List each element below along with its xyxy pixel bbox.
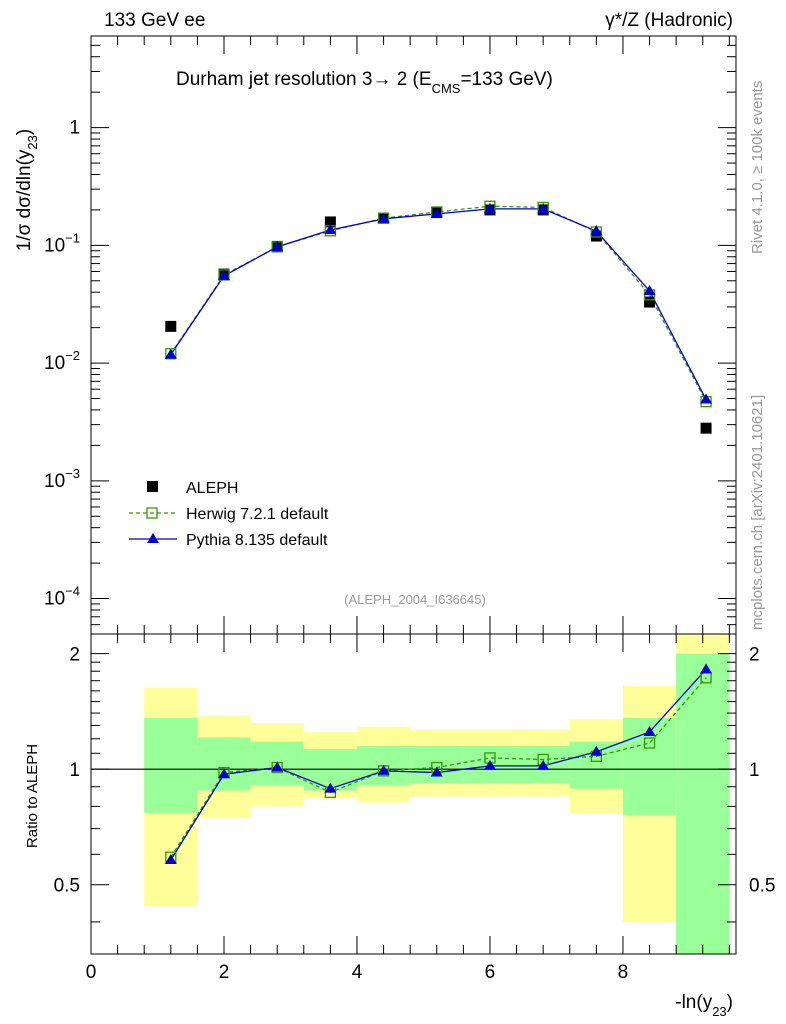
legend-marker-pythia (147, 533, 159, 543)
main-data-point-aleph (590, 230, 602, 242)
main-title: Durham jet resolution 3→ 2 (ECMS=133 GeV… (176, 69, 553, 96)
main-ylabel-text: 1/σ dσ/dln(y (14, 149, 35, 251)
main-ytick-label: 10−2 (44, 348, 80, 374)
main-data-point-pythia (377, 212, 390, 223)
main-data-point-pythia (271, 240, 284, 251)
ratio-xlabel: -ln(y23) (675, 992, 733, 1019)
ratio-data-point-pythia (643, 725, 656, 736)
main-title-tail: =133 GeV) (460, 69, 552, 90)
main-data-point-aleph (324, 216, 336, 228)
ratio-ytick-label-left: 0.5 (54, 876, 80, 897)
main-data-point-aleph (165, 320, 177, 332)
ratio-xtick-label: 4 (352, 962, 363, 983)
main-data-point-pythia (430, 207, 443, 218)
ratio-axes: 0.5 0.5 1 1 2 2 0 2 4 6 8 (54, 634, 775, 983)
ratio-band-green (410, 745, 464, 784)
main-ylabel-sub: 23 (25, 135, 40, 149)
header-right-label: γ*/Z (Hadronic) (605, 10, 733, 31)
legend-marker-aleph (147, 481, 158, 492)
ratio-xtick-label: 2 (219, 962, 230, 983)
ratio-xlabel-sub: 23 (712, 1004, 726, 1019)
main-marks (164, 200, 713, 434)
main-data-point-pythia (324, 224, 337, 235)
ratio-frame (90, 633, 737, 955)
main-ytick-label: 10−4 (44, 584, 80, 610)
ratio-ylabel: Ratio to ALEPH (24, 744, 41, 848)
legend-marker-herwig (146, 507, 158, 519)
ratio-panel: 0.5 0.5 1 1 2 2 0 2 4 6 8 Ratio to ALEPH -ln(y23) (24, 633, 775, 1019)
main-ylabel-tail: ) (14, 129, 35, 135)
ratio-data-point-pythia (324, 782, 337, 793)
main-series-line (170, 208, 707, 400)
main-data-point-aleph (644, 296, 656, 308)
ratio-ytick-label-right: 2 (749, 645, 760, 666)
ratio-marks (164, 663, 713, 864)
ratio-bands (91, 634, 736, 954)
ratio-data-point-pythia (217, 768, 230, 779)
ratio-xtick-label: 8 (618, 962, 629, 983)
main-data-point-pythia (483, 202, 496, 213)
ratio-ytick-label-right: 0.5 (749, 876, 775, 897)
ratio-ytick-label-left: 2 (69, 645, 80, 666)
ratio-data-point-pythia (430, 766, 443, 777)
main-series-line (170, 205, 707, 402)
ratio-band-green (144, 717, 198, 813)
ratio-data-point-pythia (483, 759, 496, 770)
mcplots-note: mcplots.cern.ch [arXiv:2401.10621] (749, 395, 766, 630)
ratio-band-green (197, 737, 251, 791)
main-ytick-label: 10−3 (44, 466, 80, 492)
legend-label-aleph: ALEPH (186, 480, 238, 497)
ratio-xtick-label: 6 (485, 962, 496, 983)
main-title-sub: CMS (432, 81, 461, 96)
main-data-point-aleph (700, 422, 712, 434)
legend: ALEPH Herwig 7.2.1 default Pythia 8.135 … (129, 480, 329, 549)
main-ytick-label: 1 (69, 118, 80, 139)
ratio-data-point-herwig (643, 737, 656, 749)
ratio-data-point-pythia (590, 745, 603, 756)
analysis-watermark: (ALEPH_2004_I636645) (344, 592, 486, 607)
legend-label-herwig: Herwig 7.2.1 default (186, 506, 329, 523)
main-axes: 1 10−1 10−2 10−3 10−4 (44, 35, 736, 634)
main-title-text: Durham jet resolution 3→ 2 (E (176, 69, 432, 90)
main-data-point-pythia (537, 202, 550, 213)
main-data-point-pythia (164, 348, 177, 359)
main-ytick-label: 10−1 (44, 230, 80, 256)
ratio-ytick-label-right: 1 (749, 760, 760, 781)
ratio-band-green (676, 653, 730, 954)
ratio-xlabel-text: -ln(y (675, 992, 712, 1013)
main-data-point-pythia (590, 225, 603, 236)
ratio-data-point-pythia (700, 663, 713, 674)
legend-label-pythia: Pythia 8.135 default (186, 532, 328, 549)
main-data-point-pythia (700, 393, 713, 404)
ratio-xtick-label: 0 (86, 962, 97, 983)
main-data-point-pythia (643, 284, 656, 295)
ratio-data-point-pythia (537, 759, 550, 770)
ratio-ytick-label-left: 1 (69, 760, 80, 781)
ratio-data-point-pythia (271, 761, 284, 772)
ratio-data-point-pythia (377, 764, 390, 775)
main-panel: 1 10−1 10−2 10−3 10−4 Durham jet resolution … (14, 35, 737, 635)
main-ylabel: 1/σ dσ/dln(y23) (14, 129, 40, 251)
ratio-data-point-pythia (164, 853, 177, 864)
main-data-point-pythia (217, 269, 230, 280)
rivet-note: Rivet 4.1.0, ≥ 100k events (749, 81, 766, 254)
header-left-label: 133 GeV ee (104, 10, 205, 31)
ratio-xlabel-tail: ) (727, 992, 733, 1013)
